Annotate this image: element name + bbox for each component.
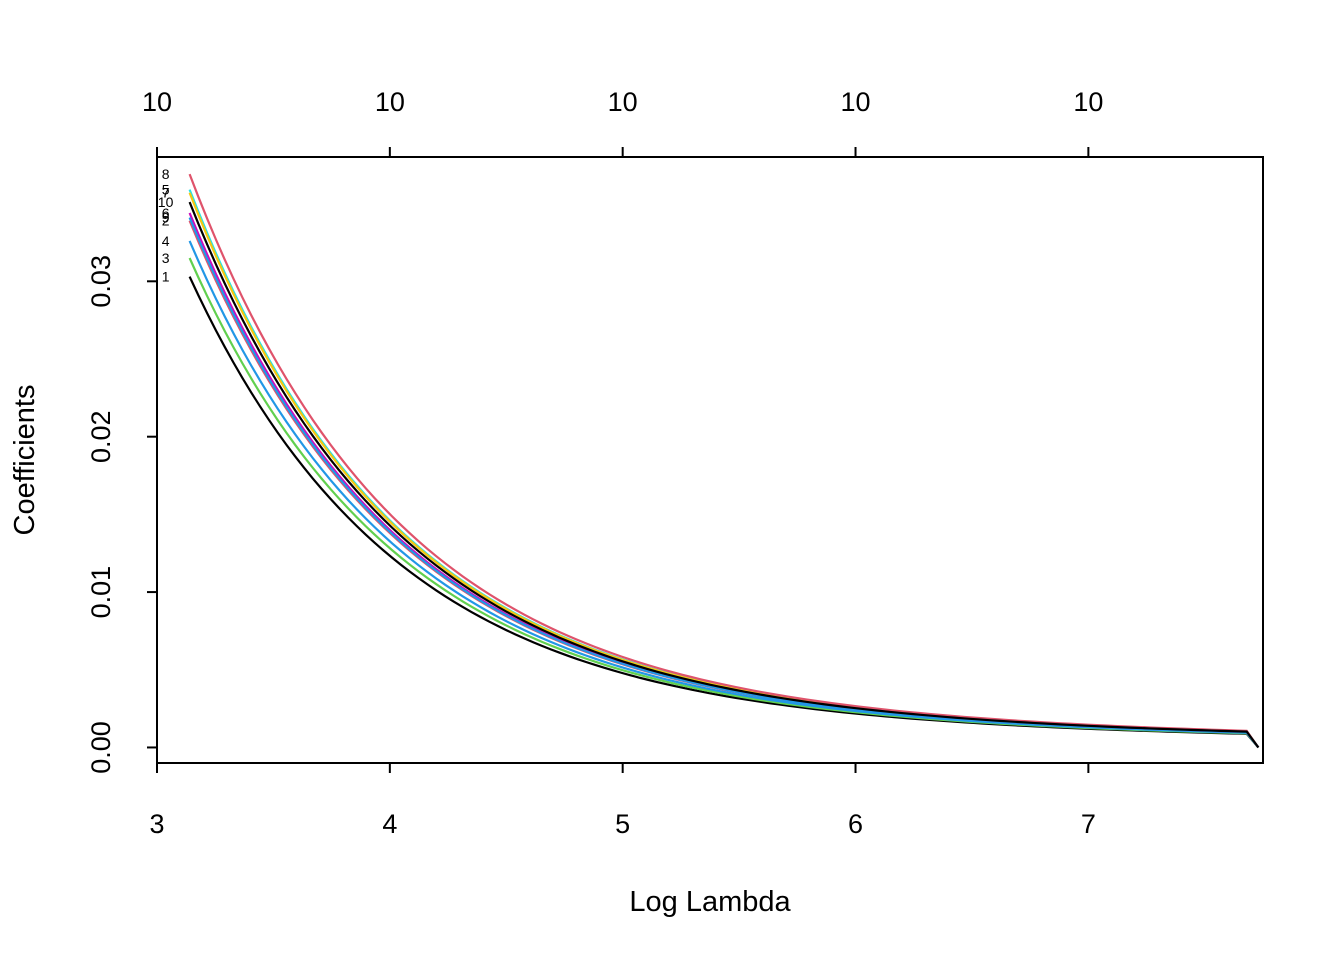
series-line-10	[188, 201, 1260, 749]
top-tick-label: 10	[1073, 87, 1103, 117]
series-label-3: 3	[162, 250, 170, 266]
y-axis-title: Coefficients	[9, 385, 41, 536]
series-line-4	[188, 240, 1260, 749]
series-label-5: 5	[162, 182, 170, 198]
series-label-6: 6	[162, 205, 170, 221]
series-label-2: 2	[162, 213, 170, 229]
series-line-8	[188, 173, 1260, 749]
series-label-layer: 1 2 34 5 6 7 8 910	[158, 166, 174, 285]
x-axis: 3 4 5 6 7	[149, 762, 1096, 839]
x-tick-label: 4	[382, 809, 397, 839]
top-tick-label: 10	[375, 87, 405, 117]
series-label-10: 10	[158, 194, 174, 210]
top-axis: 10 10 10 10 10	[142, 87, 1103, 158]
y-tick-label: 0.01	[86, 566, 116, 619]
top-tick-label: 10	[841, 87, 871, 117]
top-tick-label: 10	[608, 87, 638, 117]
series-label-1: 1	[162, 269, 170, 285]
x-tick-label: 6	[848, 809, 863, 839]
x-tick-label: 5	[615, 809, 630, 839]
series-label-9: 9	[162, 210, 170, 226]
x-axis-title: Log Lambda	[629, 886, 791, 918]
y-tick-label: 0.02	[86, 410, 116, 463]
y-tick-label: 0.00	[86, 721, 116, 774]
series-label-7: 7	[162, 185, 170, 201]
series-layer	[188, 173, 1260, 749]
y-tick-label: 0.03	[86, 255, 116, 308]
series-line-1	[188, 276, 1260, 749]
x-tick-label: 7	[1081, 809, 1096, 839]
series-label-8: 8	[162, 166, 170, 182]
x-tick-label: 3	[149, 809, 164, 839]
series-label-4: 4	[162, 233, 170, 249]
top-tick-label: 10	[142, 87, 172, 117]
y-axis: 0.00 0.01 0.02 0.03	[86, 255, 158, 774]
